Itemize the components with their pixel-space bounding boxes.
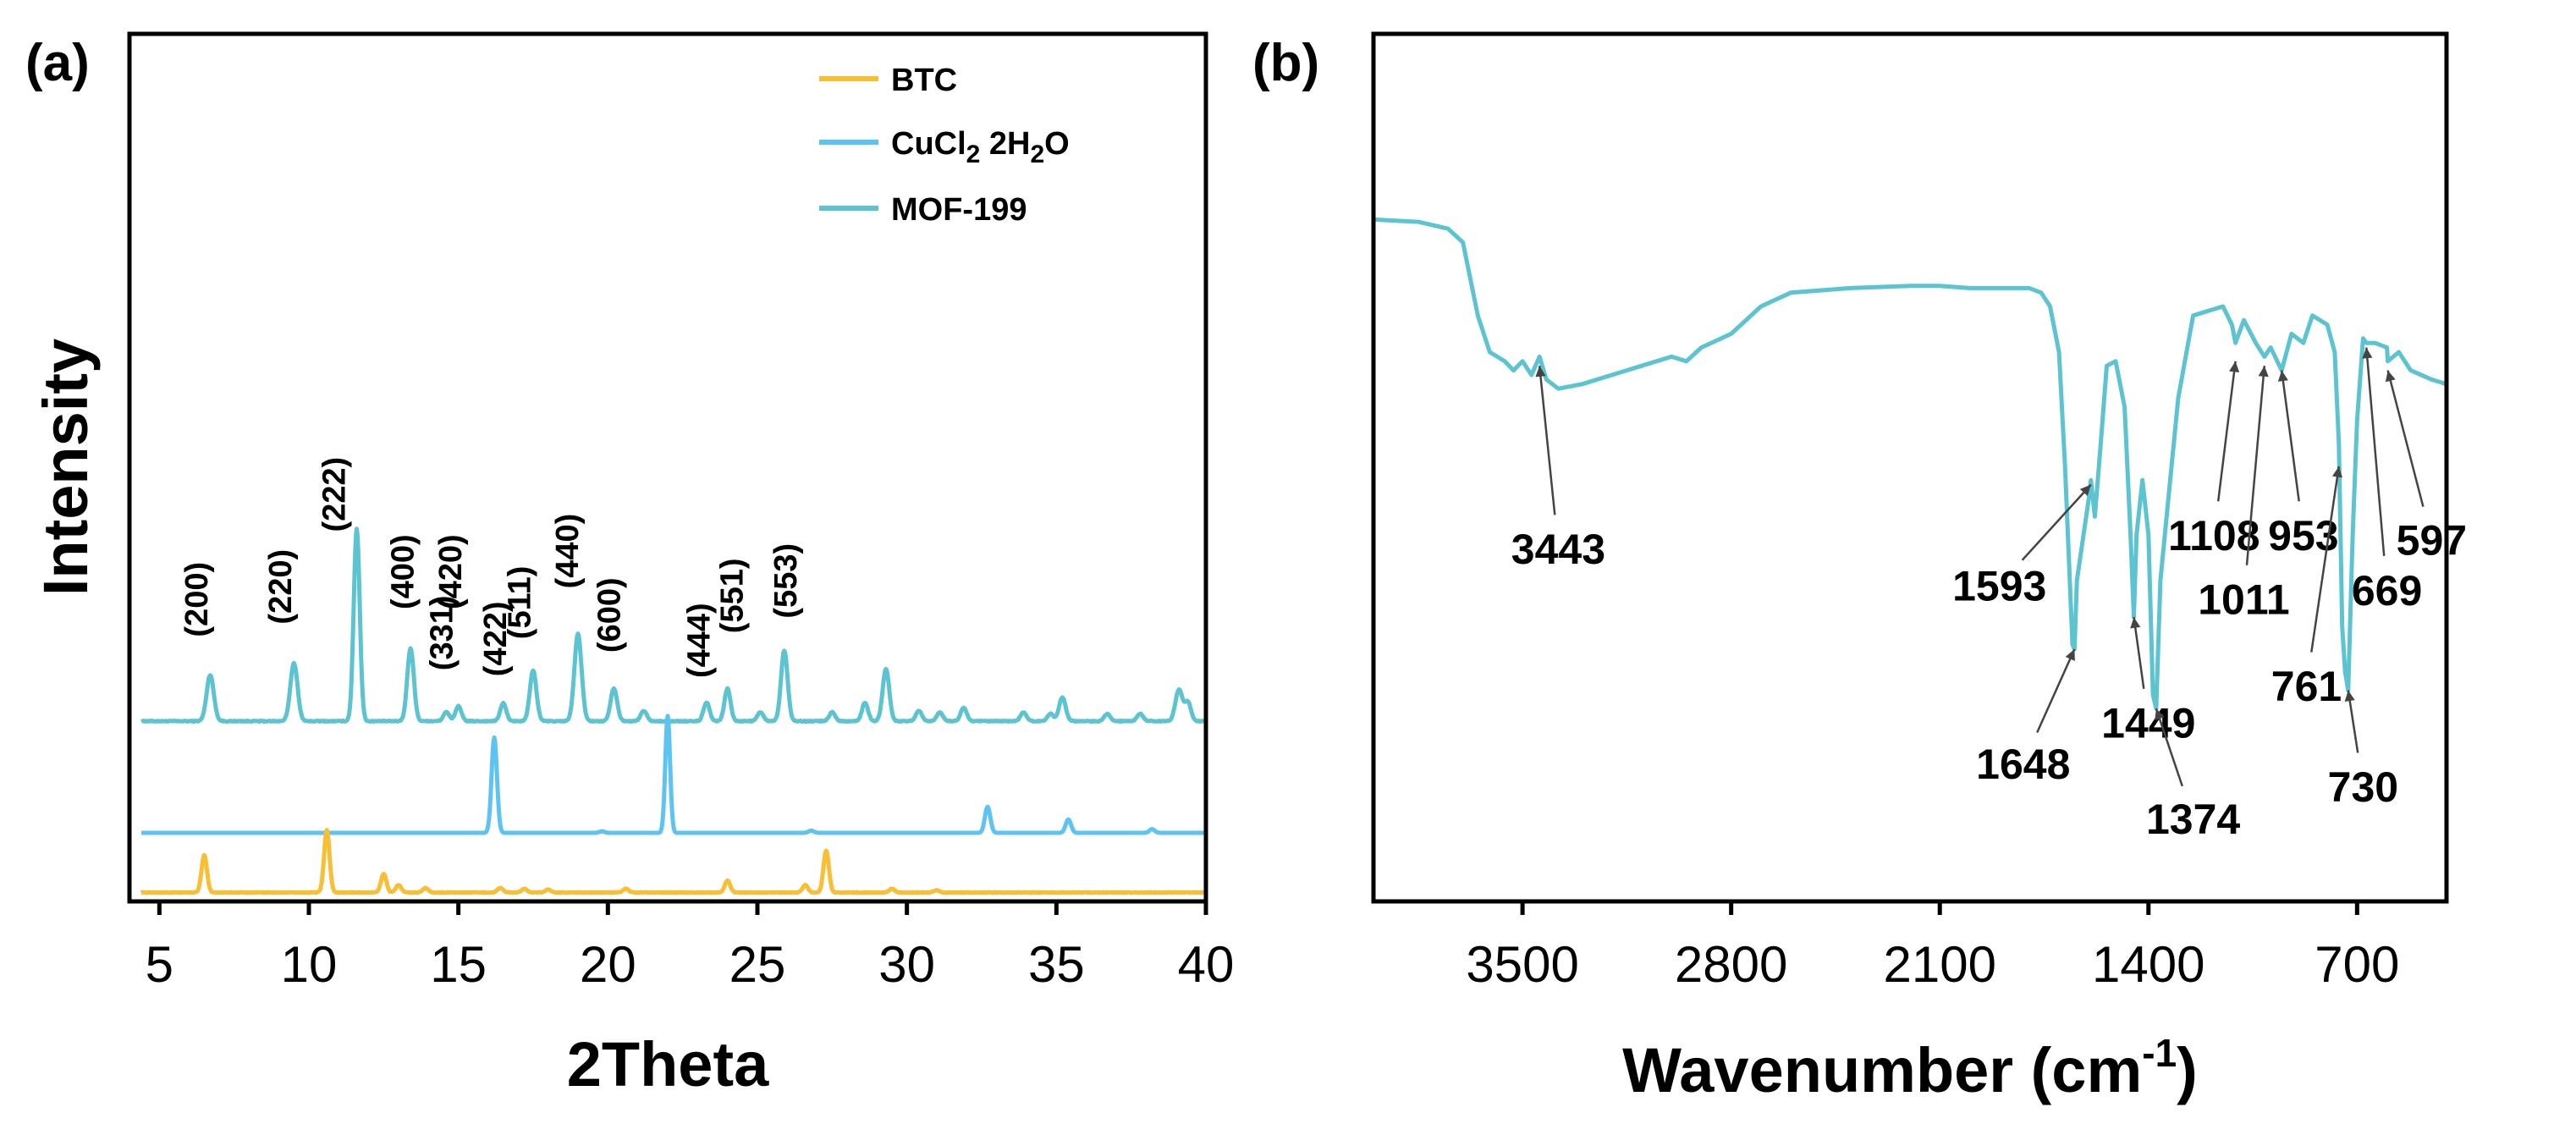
x-tick-label: 700 — [2315, 936, 2399, 993]
xrd-series-line — [140, 526, 1208, 725]
peak-annotation-arrow — [2310, 466, 2341, 653]
peak-annotation-arrow — [2386, 370, 2425, 508]
peak-annotation-arrowhead — [2331, 466, 2343, 478]
panel-b-plot-area: 3443159314491648137411081011953669597761… — [1373, 217, 2467, 843]
x-tick-label: 35 — [1028, 936, 1085, 993]
x-tick-label: 15 — [430, 936, 487, 993]
legend-label-cucl2-part: 2H — [980, 126, 1030, 162]
peak-index-label: (511) — [503, 566, 538, 640]
xrd-series-line — [140, 828, 1208, 895]
legend-label-btc: BTC — [891, 63, 957, 98]
peak-wavenumber-label: 1011 — [2198, 576, 2289, 624]
peak-annotation-arrow — [2216, 361, 2237, 502]
xrd-series-line — [140, 714, 1208, 835]
legend-label-cucl2: CuCl2 2H2O — [891, 126, 1070, 168]
peak-index-label: (422) — [478, 601, 514, 676]
x-tick-label: 10 — [281, 936, 338, 993]
panel-b-x-label: Wavenumber (cm-1) — [1622, 1031, 2198, 1105]
peak-annotation-arrowhead — [2155, 708, 2165, 721]
peak-index-label: (600) — [592, 577, 628, 653]
peak-wavenumber-label: 730 — [2328, 763, 2398, 811]
panel-a-x-axis: 5 10 15 20 25 30 35 40 — [146, 901, 1235, 993]
peak-annotation-arrowhead — [2065, 649, 2075, 661]
panel-a-x-label: 2Theta — [567, 1029, 769, 1099]
peak-index-label: (222) — [316, 457, 352, 532]
peak-wavenumber-label: 761 — [2271, 663, 2342, 710]
panel-b-x-label-end: ) — [2177, 1035, 2198, 1105]
peak-annotation-arrowhead — [2258, 366, 2269, 377]
peak-wavenumber-label: 1593 — [1952, 562, 2046, 609]
panel-a-label: (a) — [25, 34, 90, 92]
panel-b: (b) 344315931449164813741108101195366959… — [1252, 31, 2467, 1105]
peak-annotation-arrowhead — [2130, 617, 2141, 629]
legend-label-cucl2-part: CuCl — [891, 126, 966, 162]
peak-annotation-arrow — [2021, 483, 2092, 561]
peak-annotation-arrow — [1538, 366, 1556, 515]
peak-annotation-arrowhead — [2362, 347, 2373, 359]
peak-wavenumber-label: 3443 — [1511, 526, 1605, 573]
x-tick-label: 2100 — [1883, 936, 1995, 993]
peak-index-label: (400) — [386, 534, 421, 609]
peak-index-label: (444) — [682, 603, 718, 678]
peak-annotation-arrow — [2155, 708, 2183, 787]
panel-b-frame — [1371, 31, 2449, 904]
panel-b-x-axis: 3500 2800 2100 1400 700 — [1466, 901, 2399, 993]
x-tick-label: 1400 — [2092, 936, 2204, 993]
peak-wavenumber-label: 669 — [2352, 567, 2422, 614]
x-tick-label: 5 — [146, 936, 173, 993]
ftir-spectrum-line — [1373, 217, 2447, 711]
peak-index-label: (331) — [425, 595, 460, 670]
x-tick-label: 20 — [580, 936, 636, 993]
x-tick-label: 2800 — [1675, 936, 1787, 993]
x-tick-label: 3500 — [1466, 936, 1578, 993]
peak-annotation-arrow — [2133, 617, 2145, 689]
peak-annotation-arrow — [2245, 366, 2266, 565]
peak-annotation-arrow — [2365, 347, 2386, 557]
peak-wavenumber-label: 1108 — [2168, 512, 2260, 559]
peak-annotation-arrow — [2280, 370, 2300, 502]
peak-wavenumber-label: 1648 — [1976, 741, 2070, 788]
peak-index-label: (440) — [550, 514, 586, 589]
peak-annotation-arrowhead — [2079, 484, 2091, 497]
panel-a-y-label: Intensity — [30, 339, 101, 596]
panel-a-plot-area: (200) (220) (222) (400)(331)(420)(422)(511)… — [140, 457, 1208, 895]
peak-annotation-arrow — [2036, 648, 2076, 734]
panel-b-label: (b) — [1252, 34, 1319, 92]
panel-a-frame — [127, 31, 1208, 904]
peak-wavenumber-label: 1449 — [2101, 699, 2195, 747]
panel-b-x-label-main: Wavenumber (cm — [1622, 1035, 2142, 1105]
peak-wavenumber-label: 1374 — [2146, 796, 2240, 843]
peak-index-label: (200) — [179, 562, 215, 637]
peak-index-label: (420) — [433, 534, 469, 609]
legend-label-cucl2-sub: 2 — [1030, 140, 1044, 168]
legend-label-cucl2-part: O — [1044, 126, 1070, 162]
peak-annotation-arrowhead — [2229, 361, 2240, 373]
legend-label-cucl2-sub: 2 — [966, 140, 981, 168]
legend-label-mof199: MOF-199 — [891, 192, 1027, 228]
panel-a: (a) (200) (220)(222)(400)(331)(420)(422)(… — [25, 31, 1235, 1099]
peak-index-label: (553) — [768, 543, 804, 619]
panel-b-x-label-sup: -1 — [2142, 1031, 2177, 1075]
peak-index-label: (220) — [263, 549, 299, 625]
peak-wavenumber-label: 597 — [2397, 516, 2467, 564]
peak-annotation-arrowhead — [2277, 370, 2288, 382]
peak-index-label: (551) — [714, 558, 750, 633]
peak-annotation-arrowhead — [2385, 370, 2396, 383]
panel-a-legend: BTC CuCl2 2H2O MOF-199 — [819, 63, 1070, 228]
x-tick-label: 25 — [729, 936, 786, 993]
x-tick-label: 30 — [878, 936, 935, 993]
peak-annotation-arrowhead — [2344, 690, 2355, 702]
x-tick-label: 40 — [1178, 936, 1235, 993]
peak-annotation-arrowhead — [1535, 366, 1546, 377]
